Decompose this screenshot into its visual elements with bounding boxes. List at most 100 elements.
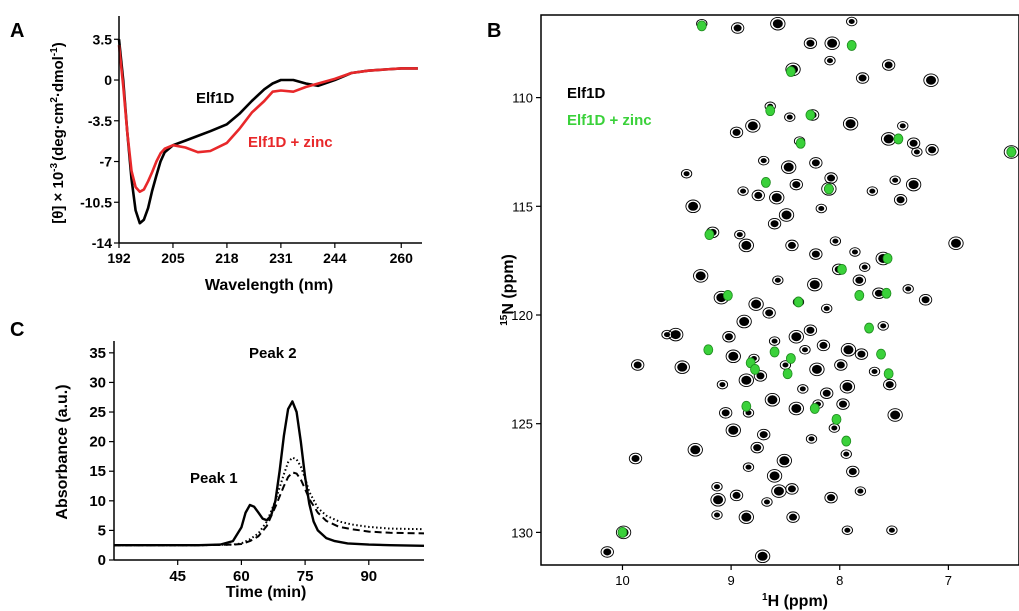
b-y-axis-title-main: N (ppm)	[500, 254, 517, 314]
a-y-tick-label: -3.5	[88, 113, 112, 129]
b-peak-elf1d	[753, 444, 762, 452]
b-peak-elf1d	[844, 527, 851, 533]
b-peak-elf1d	[760, 158, 767, 164]
b-peak-elf1d-contour	[781, 160, 797, 174]
a-x-tick-label: 260	[390, 250, 414, 266]
b-peak-elf1d-contour	[693, 269, 709, 283]
a-series-elf1d-zinc-line	[117, 44, 418, 194]
b-peak-elf1d	[724, 333, 733, 341]
b-peak-elf1d-contour	[769, 190, 785, 205]
b-peak-elf1d-contour	[737, 186, 749, 196]
b-peak-elf1d	[633, 361, 642, 369]
b-peak-elf1d	[740, 188, 747, 194]
b-peak-elf1d-zinc	[750, 363, 760, 375]
b-peak-elf1d-contour	[877, 321, 889, 331]
b-peak-elf1d	[728, 351, 739, 361]
b-peak-elf1d-contour	[809, 248, 823, 260]
b-peak-elf1d-contour	[748, 297, 764, 311]
b-peak-elf1d	[741, 512, 752, 522]
b-plot-frame	[540, 14, 1019, 566]
c-y-tick-label: 35	[89, 345, 106, 362]
b-peak-elf1d-contour	[738, 373, 754, 387]
b-peak-elf1d-zinc	[793, 296, 804, 308]
b-peak-elf1d	[732, 128, 741, 136]
b-peak-elf1d-contour	[807, 277, 823, 292]
b-peak-elf1d-contour	[789, 178, 803, 191]
b-peak-elf1d-contour	[897, 121, 909, 131]
b-peak-elf1d	[713, 484, 720, 490]
b-peak-elf1d-contour	[815, 203, 827, 214]
a-y-axis-title: [θ] × 10-3(deg·cm2·dmol-1)	[49, 42, 67, 223]
b-peak-elf1d-contour	[772, 275, 784, 285]
b-peak-elf1d-contour	[788, 401, 804, 416]
b-peak-elf1d	[921, 296, 930, 304]
b-peak-elf1d	[741, 240, 752, 250]
b-peak-elf1d	[892, 177, 899, 183]
b-peak-elf1d	[848, 19, 855, 25]
b-peak-elf1d	[773, 486, 784, 496]
b-peak-elf1d	[774, 277, 781, 283]
b-peak-elf1d	[888, 527, 895, 533]
c-x-tick-label: 45	[169, 568, 186, 585]
a-x-tick-label: 231	[269, 250, 293, 266]
b-peak-elf1d	[791, 332, 802, 342]
b-peak-elf1d-contour	[854, 486, 867, 496]
b-peak-elf1d	[765, 309, 774, 317]
b-peak-elf1d-zinc	[881, 287, 892, 299]
c-series-dotted-line	[114, 456, 425, 547]
b-peak-elf1d	[950, 238, 961, 248]
b-peak-elf1d-contour	[886, 525, 898, 535]
b-peak-elf1d	[759, 431, 768, 439]
b-peak-elf1d-contour	[905, 177, 922, 192]
a-y-tick-label: -7	[100, 154, 113, 170]
b-peak-elf1d	[751, 299, 762, 309]
b-peak-elf1d-contour	[771, 484, 787, 498]
b-peak-elf1d-zinc	[831, 413, 842, 425]
a-y-axis-title-units: (deg·cm	[50, 103, 67, 161]
b-peak-elf1d	[843, 345, 854, 355]
b-peak-elf1d-contour	[923, 73, 939, 87]
a-y-axis-title-units-mid: ·dmol	[50, 56, 67, 97]
b-peak-elf1d	[839, 400, 848, 408]
c-series-solid-line	[114, 400, 425, 547]
b-peak-elf1d-contour	[768, 336, 781, 346]
b-peak-elf1d	[754, 191, 763, 199]
b-peak-elf1d	[736, 232, 743, 238]
panel-b-peaks	[600, 16, 1019, 564]
c-series-dashed-line	[114, 471, 425, 547]
b-peak-elf1d	[928, 146, 937, 154]
b-peak-elf1d	[690, 445, 701, 455]
b-peak-elf1d-contour	[824, 491, 838, 504]
b-peak-elf1d-zinc	[841, 435, 852, 447]
b-peak-elf1d	[823, 305, 830, 311]
b-peak-elf1d	[883, 134, 894, 144]
b-peak-elf1d	[857, 488, 864, 494]
c-x-tick-label: 60	[233, 568, 250, 585]
b-peak-elf1d-zinc	[1006, 146, 1017, 158]
b-peak-elf1d	[905, 286, 912, 292]
b-peak-elf1d	[683, 171, 690, 177]
c-label-peak2: Peak 2	[249, 345, 297, 362]
b-peak-elf1d-contour	[846, 465, 860, 478]
b-x-axis-title-main: H (ppm)	[768, 593, 828, 610]
b-peak-elf1d-contour	[820, 387, 834, 400]
b-peak-elf1d-contour	[803, 324, 818, 336]
b-peak-elf1d-contour	[761, 497, 773, 507]
b-peak-elf1d-contour	[758, 155, 770, 166]
b-peak-elf1d	[843, 451, 850, 457]
b-peak-elf1d-contour	[841, 525, 854, 535]
panel-a-axes: 192 205 218 231 244 260 3.5 0 -3.5 -7 -10.5 -14	[80, 16, 422, 266]
b-peak-elf1d-zinc	[785, 353, 796, 364]
b-peak-elf1d	[806, 326, 815, 334]
b-peak-elf1d-zinc	[722, 290, 733, 301]
b-peak-elf1d-zinc	[864, 322, 874, 334]
b-peak-elf1d-contour	[738, 510, 754, 524]
a-y-axis-title-main: [θ] × 10	[50, 172, 67, 224]
panel-c-curves	[114, 400, 425, 547]
a-x-tick-label: 205	[161, 250, 185, 266]
b-peak-elf1d-contour	[680, 168, 693, 179]
b-peak-elf1d-zinc	[823, 183, 834, 195]
b-peak-elf1d-contour	[711, 510, 723, 520]
b-peak-elf1d-zinc	[809, 403, 820, 414]
